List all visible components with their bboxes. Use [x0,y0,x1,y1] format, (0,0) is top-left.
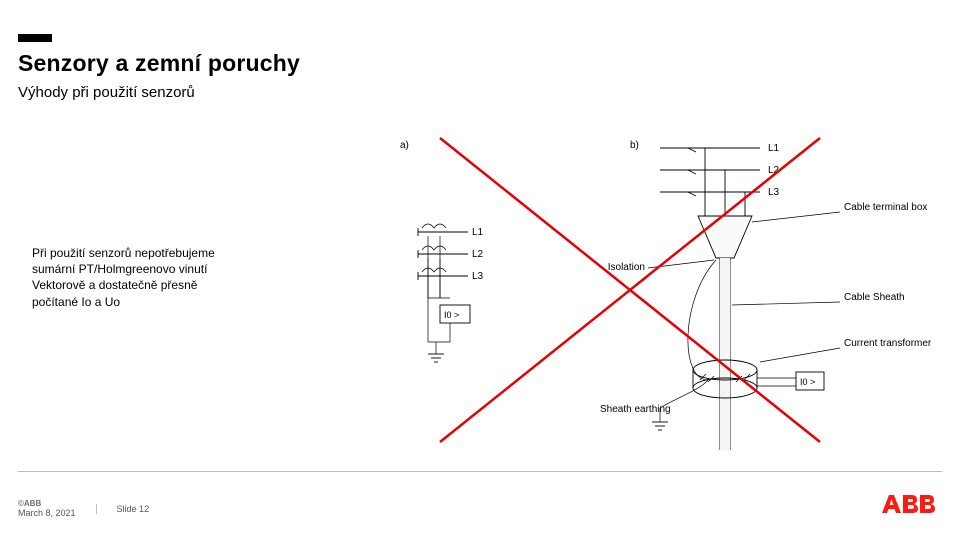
footer-date: March 8, 2021 [18,508,76,518]
footer-divider [96,504,97,514]
svg-text:L3: L3 [768,187,780,198]
svg-text:L2: L2 [472,249,484,260]
svg-text:I0 >: I0 > [444,310,459,320]
svg-text:I0 >: I0 > [800,377,815,387]
slide-subtitle: Výhody při použití senzorů [18,84,195,101]
figure: a) L1 L2 L3 [400,130,940,460]
footer-slide-number: Slide 12 [117,504,150,514]
svg-text:L3: L3 [472,271,484,282]
cross-out [440,138,820,442]
svg-text:Cable Sheath: Cable Sheath [844,292,905,303]
footer-copyright: ©ABB [18,499,76,508]
svg-text:Current transformer: Current transformer [844,338,932,349]
svg-text:Cable terminal box: Cable terminal box [844,202,927,213]
footer-rule [18,471,942,472]
svg-text:L1: L1 [768,143,780,154]
slide-title: Senzory a zemní poruchy [18,50,300,77]
panel-b-label: b) [630,140,639,151]
panel-a-label: a) [400,140,409,151]
body-line: sumární PT/Holmgreenovo vinutí [32,261,312,277]
svg-text:L1: L1 [472,227,484,238]
body-line: Vektorově a dostatečně přesně [32,277,312,293]
svg-text:Sheath earthing: Sheath earthing [600,404,671,415]
accent-bar [18,34,52,42]
footer: ©ABB March 8, 2021 Slide 12 [18,499,149,518]
body-paragraph: Při použití senzorů nepotřebujeme sumárn… [32,245,312,310]
svg-text:Isolation: Isolation [608,262,645,273]
panel-a: L1 L2 L3 I0 [418,224,484,362]
abb-logo [882,493,938,520]
body-line: Při použití senzorů nepotřebujeme [32,245,312,261]
panel-b: L1 L2 L3 Cable terminal box [600,143,932,450]
body-line: počítané Io a Uo [32,294,312,310]
